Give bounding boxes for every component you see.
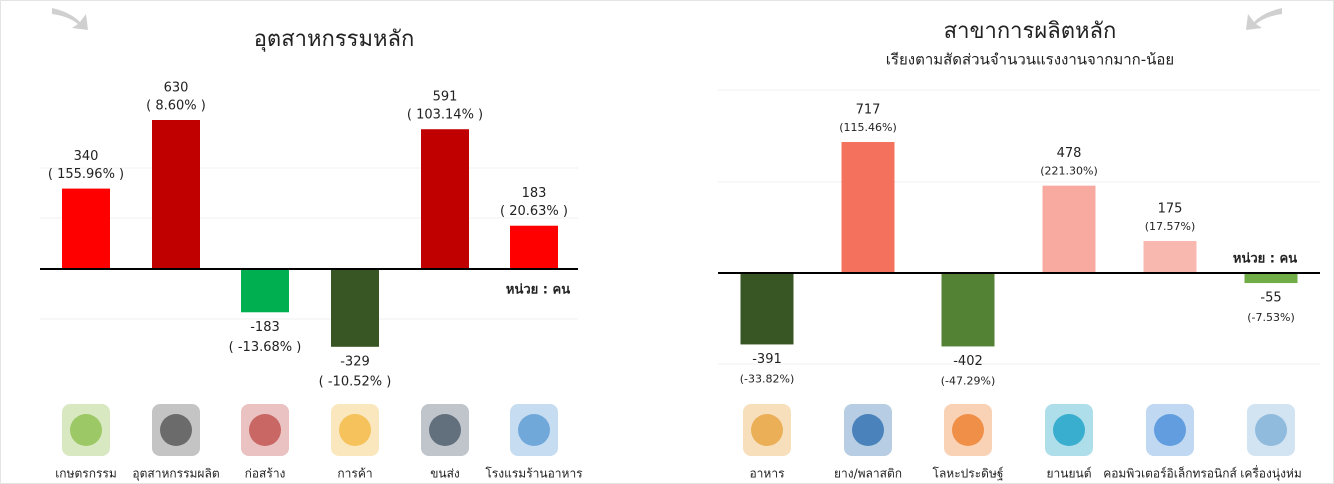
percent-label: (115.46%) [839,121,897,134]
x-tick-label: ก่อสร้าง [245,467,286,481]
x-tick-label: อาหาร [749,467,785,481]
category-icon [70,414,102,446]
category-icon [249,414,281,446]
bar [1244,273,1298,284]
category-icon [1255,414,1287,446]
percent-label: (-33.82%) [740,372,795,385]
value-label: 717 [856,103,881,118]
value-label: 630 [164,81,189,96]
category-icon [1053,414,1085,446]
percent-label: ( -10.52% ) [319,374,392,389]
x-tick-label: เกษตรกรรม [55,467,117,481]
value-label: 591 [433,90,458,105]
percent-label: (221.30%) [1040,165,1098,178]
category-icon [1154,414,1186,446]
bar [241,269,289,313]
value-label: -183 [250,320,280,335]
value-label: -329 [340,354,370,369]
percent-label: ( 20.63% ) [500,204,568,219]
x-tick-label: อุตสาหกรรมผลิต [132,467,219,482]
value-label: -55 [1260,291,1281,306]
chart-title: อุตสาหกรรมหลัก [254,27,415,52]
corner-arrow [52,8,88,30]
category-icon [339,414,371,446]
percent-label: ( 155.96% ) [48,167,124,182]
x-tick-label: ขนส่ง [430,467,460,481]
percent-label: (-7.53%) [1247,311,1295,324]
bar [510,225,558,269]
x-tick-label: ยานยนต์ [1047,467,1092,481]
percent-label: ( -13.68% ) [229,340,302,355]
category-icon [160,414,192,446]
bar [62,188,110,269]
bar [331,269,379,347]
percent-label: ( 103.14% ) [407,108,483,123]
bar [421,129,469,269]
percent-label: (17.57%) [1145,220,1196,233]
bar [1042,185,1096,273]
unit-label: หน่วย : คน [506,283,570,298]
percent-label: (-47.29%) [941,374,996,387]
x-tick-label: การค้า [337,467,372,481]
chart-subtitle: เรียงตามสัดส่วนจำนวนแรงงานจากมาก-น้อย [886,51,1174,69]
bar [941,273,995,347]
value-label: -391 [752,352,782,367]
category-icon [952,414,984,446]
bar [841,142,895,273]
value-label: -402 [953,354,983,369]
value-label: 183 [522,186,547,201]
corner-arrow [1246,8,1282,30]
value-label: 478 [1057,146,1082,161]
category-icon [518,414,550,446]
category-icon [852,414,884,446]
bar [740,273,794,345]
value-label: 175 [1158,202,1183,217]
bar [152,120,200,269]
bar [1143,241,1197,273]
x-tick-label: ยาง/พลาสติก [834,467,902,481]
category-icon [429,414,461,446]
value-label: 340 [74,149,99,164]
x-tick-label: โรงแรมร้านอาหาร [485,467,583,481]
x-tick-label: คอมพิวเตอร์อิเล็กทรอนิกส์ [1103,466,1237,481]
x-tick-label: โลหะประดิษฐ์ [933,467,1004,481]
x-tick-label: เครื่องนุ่งห่ม [1240,465,1302,482]
percent-label: ( 8.60% ) [146,99,206,114]
category-icon [751,414,783,446]
chart-title: สาขาการผลิตหลัก [944,19,1117,44]
unit-label: หน่วย : คน [1233,252,1297,267]
